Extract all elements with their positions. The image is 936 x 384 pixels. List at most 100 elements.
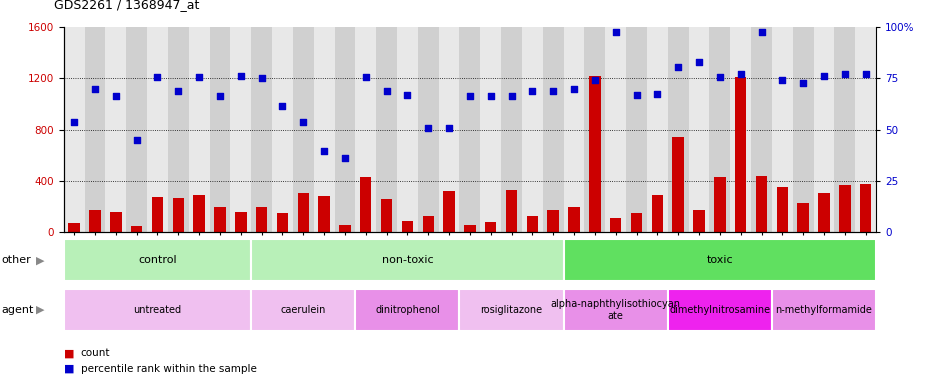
Bar (380, 199, 392, 232)
Text: other: other (2, 255, 32, 265)
Bar (188, 27, 210, 232)
Text: agent: agent (2, 305, 35, 315)
Bar (375, 27, 397, 232)
Point (650, 91, 665, 97)
Point (358, 74, 373, 80)
Bar (443, 191, 454, 232)
Point (316, 148, 331, 154)
Point (337, 155, 352, 161)
Text: ■: ■ (64, 348, 74, 358)
Bar (751, 27, 771, 232)
Bar (355, 27, 375, 232)
Point (607, 29, 622, 35)
Point (170, 88, 185, 94)
Bar (463, 225, 475, 232)
Text: ▶: ▶ (36, 305, 44, 315)
Bar (651, 195, 663, 232)
Point (66, 119, 81, 125)
Point (483, 93, 498, 99)
Point (254, 75, 269, 81)
Bar (193, 195, 205, 232)
Point (711, 74, 726, 80)
Point (400, 92, 415, 98)
Bar (755, 176, 767, 232)
Bar (776, 187, 787, 232)
Bar (667, 289, 771, 331)
Bar (563, 289, 667, 331)
Point (87, 85, 102, 91)
Bar (646, 27, 667, 232)
Bar (422, 216, 433, 232)
Point (274, 103, 289, 109)
Bar (672, 137, 683, 232)
Point (524, 88, 539, 94)
Bar (459, 289, 563, 331)
Point (670, 64, 685, 70)
Text: untreated: untreated (133, 305, 182, 315)
Bar (298, 192, 309, 232)
Bar (438, 27, 459, 232)
Bar (314, 27, 334, 232)
Point (857, 71, 872, 78)
Bar (542, 27, 563, 232)
Bar (339, 225, 350, 232)
Point (774, 76, 789, 83)
Point (628, 92, 643, 98)
Bar (521, 27, 542, 232)
Bar (797, 203, 808, 232)
Bar (792, 27, 812, 232)
Point (504, 93, 519, 99)
Bar (812, 27, 834, 232)
Text: ▶: ▶ (36, 255, 44, 265)
Point (795, 80, 810, 86)
Bar (505, 190, 517, 232)
Bar (693, 210, 704, 232)
Bar (817, 192, 829, 232)
Bar (84, 27, 105, 232)
Bar (568, 207, 579, 232)
Text: rosiglitazone: rosiglitazone (480, 305, 542, 315)
Text: control: control (138, 255, 177, 265)
Text: toxic: toxic (706, 255, 732, 265)
Bar (526, 216, 537, 232)
Point (441, 125, 456, 131)
Bar (667, 27, 688, 232)
Bar (459, 27, 480, 232)
Bar (355, 289, 459, 331)
Point (566, 85, 581, 91)
Text: GDS2261 / 1368947_at: GDS2261 / 1368947_at (54, 0, 199, 12)
Text: dinitrophenol: dinitrophenol (374, 305, 439, 315)
Text: caerulein: caerulein (280, 305, 326, 315)
Bar (547, 210, 559, 232)
Text: percentile rank within the sample: percentile rank within the sample (80, 364, 256, 374)
Bar (589, 76, 600, 232)
Point (587, 76, 602, 83)
Point (691, 58, 706, 65)
Bar (271, 27, 293, 232)
Bar (64, 289, 251, 331)
Text: dimethylnitrosamine: dimethylnitrosamine (668, 305, 769, 315)
Bar (131, 226, 142, 232)
Bar (126, 27, 147, 232)
Point (379, 88, 394, 94)
Bar (105, 27, 126, 232)
Bar (713, 177, 724, 232)
Bar (235, 212, 246, 232)
Bar (734, 77, 746, 232)
Bar (210, 27, 230, 232)
Bar (293, 27, 314, 232)
Point (150, 74, 165, 80)
Point (191, 74, 206, 80)
Bar (480, 27, 501, 232)
Point (212, 93, 227, 99)
Bar (609, 218, 621, 232)
Point (420, 125, 435, 131)
Text: count: count (80, 348, 110, 358)
Bar (855, 27, 875, 232)
Bar (256, 207, 267, 232)
Bar (147, 27, 168, 232)
Bar (834, 27, 855, 232)
Point (545, 88, 560, 94)
Bar (334, 27, 355, 232)
Bar (563, 27, 584, 232)
